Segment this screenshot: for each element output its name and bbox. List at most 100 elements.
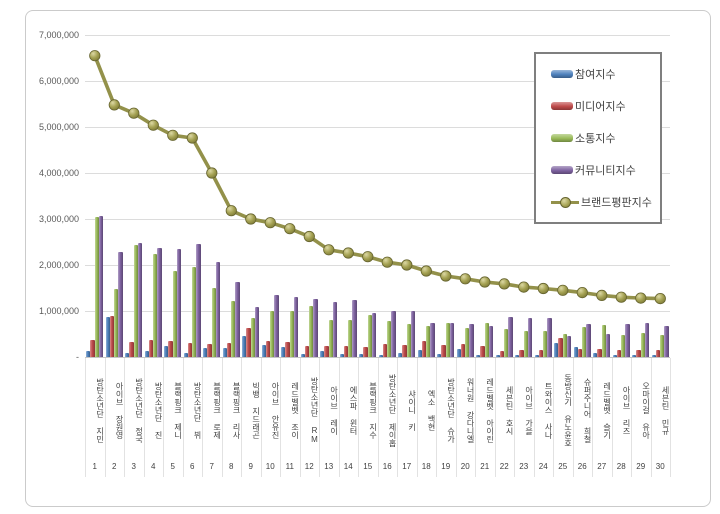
bar [328, 319, 333, 357]
bar [359, 354, 364, 357]
bar [309, 306, 314, 357]
x-axis-rank-label: 20 [460, 462, 470, 471]
bar [324, 346, 329, 357]
line-marker [479, 276, 491, 288]
y-axis-label: 2,000,000 [38, 260, 79, 270]
category-separator [455, 358, 457, 477]
x-axis-name-label: 빅뱅 지드래곤 [251, 381, 261, 439]
line-marker [284, 223, 296, 235]
x-axis-rank-label: 23 [519, 462, 529, 471]
category-separator [494, 358, 496, 477]
legend: 참여지수 미디어지수 소통지수 커뮤니티지수 브랜드평판지수 [534, 52, 662, 224]
bar [172, 270, 177, 357]
gridline [85, 127, 670, 128]
bar [343, 346, 349, 357]
bar [320, 350, 325, 357]
bar [222, 348, 227, 357]
line-marker [576, 287, 588, 299]
legend-marker-icon [560, 196, 571, 208]
bar [538, 349, 544, 357]
bar [547, 317, 552, 357]
x-axis-rank-label: 16 [382, 462, 392, 471]
line-marker [615, 291, 627, 303]
legend-label: 소통지수 [575, 133, 616, 145]
bar [90, 339, 95, 357]
category-separator [182, 358, 184, 477]
bar [86, 351, 91, 357]
x-axis-rank-label: 1 [92, 462, 97, 471]
x-axis-rank-label: 30 [655, 462, 665, 471]
bar [601, 324, 606, 357]
legend-item: 미디어지수 [551, 98, 660, 114]
bar [168, 340, 173, 357]
category-separator [592, 358, 593, 477]
category-separator [572, 358, 574, 477]
x-axis-rank-label: 19 [441, 462, 451, 471]
category-separator [143, 358, 145, 477]
x-axis-rank-label: 8 [229, 462, 234, 471]
x-axis-rank-label: 27 [597, 462, 607, 471]
y-axis-label: 4,000,000 [38, 168, 79, 178]
bar [339, 353, 344, 357]
bar [196, 244, 201, 357]
bar [605, 334, 611, 357]
x-axis-rank-label: 15 [363, 462, 373, 471]
bar [636, 349, 641, 357]
x-axis-name-label: 아이브 안유진 [271, 381, 280, 439]
bar [254, 306, 260, 357]
x-axis-name-label: 방탄소년단 지민 [95, 377, 105, 443]
x-axis-rank-label: 25 [558, 462, 568, 471]
x-axis-rank-label: 28 [616, 462, 626, 471]
category-separator [260, 358, 262, 477]
category-separator [221, 358, 223, 477]
x-axis-rank-label: 21 [480, 462, 490, 471]
bar [480, 346, 485, 357]
legend-item: 소통지수 [551, 130, 660, 146]
line-marker [459, 273, 471, 285]
bar [382, 344, 388, 357]
bar [250, 318, 255, 357]
bar [495, 355, 500, 357]
bar [421, 341, 427, 357]
x-axis-name-label: 레드벨벳 아이린 [485, 377, 495, 443]
category-separator [202, 358, 203, 477]
bar [114, 289, 119, 357]
y-axis-label: 3,000,000 [38, 214, 79, 224]
x-axis-name-label: 에스파 윈터 [349, 385, 358, 435]
bar [133, 245, 138, 357]
bar [616, 350, 622, 357]
bar [371, 313, 377, 357]
bar [577, 349, 583, 357]
gridline [85, 311, 670, 312]
x-axis-rank-label: 12 [304, 462, 314, 471]
x-axis-rank-label: 3 [131, 462, 136, 471]
legend-item: 커뮤니티지수 [551, 162, 660, 178]
y-axis-label: 1,000,000 [38, 306, 79, 316]
line-marker [420, 265, 432, 277]
line-marker [518, 281, 530, 293]
bar [176, 248, 182, 357]
y-axis-label: - [76, 352, 79, 362]
bar [586, 323, 591, 357]
x-axis-name-label: 오마이걸 유아 [641, 381, 651, 439]
line-marker [401, 259, 413, 271]
x-axis-rank-label: 24 [538, 462, 548, 471]
legend-swatch [551, 134, 573, 142]
category-separator [163, 358, 164, 477]
bar [417, 349, 422, 357]
x-axis-name-label: 트와이스 사나 [544, 381, 553, 439]
bar [215, 261, 221, 357]
bar [352, 300, 357, 357]
x-axis-name-label: 블랙핑크 리사 [232, 381, 241, 439]
legend-swatch [551, 166, 573, 174]
bar [187, 342, 193, 357]
bar [363, 347, 368, 357]
bar [515, 355, 520, 357]
bar [235, 282, 240, 357]
bar [281, 346, 286, 357]
x-axis-name-label: 레드벨벳 조이 [290, 381, 300, 439]
gridline [85, 265, 670, 266]
bar [597, 349, 602, 357]
bar [207, 344, 212, 357]
